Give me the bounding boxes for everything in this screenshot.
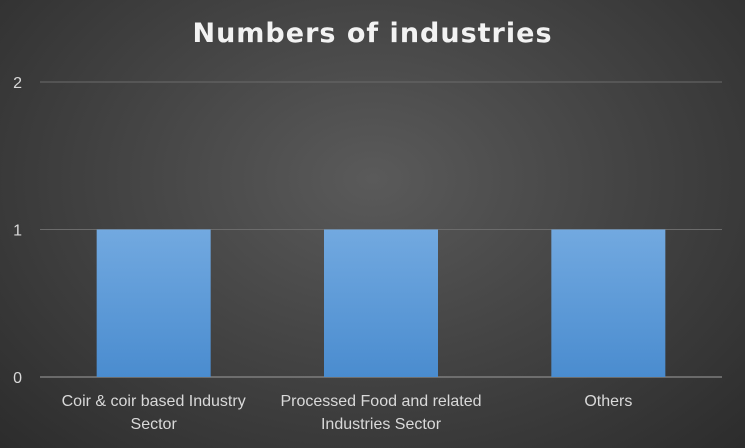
bar (96, 229, 211, 377)
x-tick-label: Processed Food and related (280, 393, 481, 410)
bar (324, 229, 438, 377)
y-tick-label: 2 (13, 75, 22, 92)
y-tick-label: 0 (13, 370, 22, 387)
x-tick-label: Industries Sector (321, 416, 442, 433)
chart-title: Numbers of industries (192, 18, 553, 49)
x-tick-label: Sector (131, 416, 178, 433)
x-tick-label: Others (584, 393, 632, 410)
bar (551, 229, 666, 377)
x-tick-label: Coir & coir based Industry (62, 393, 246, 410)
y-tick-label: 1 (13, 223, 22, 240)
